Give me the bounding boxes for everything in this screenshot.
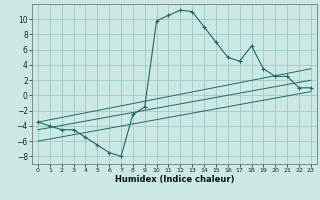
X-axis label: Humidex (Indice chaleur): Humidex (Indice chaleur): [115, 175, 234, 184]
